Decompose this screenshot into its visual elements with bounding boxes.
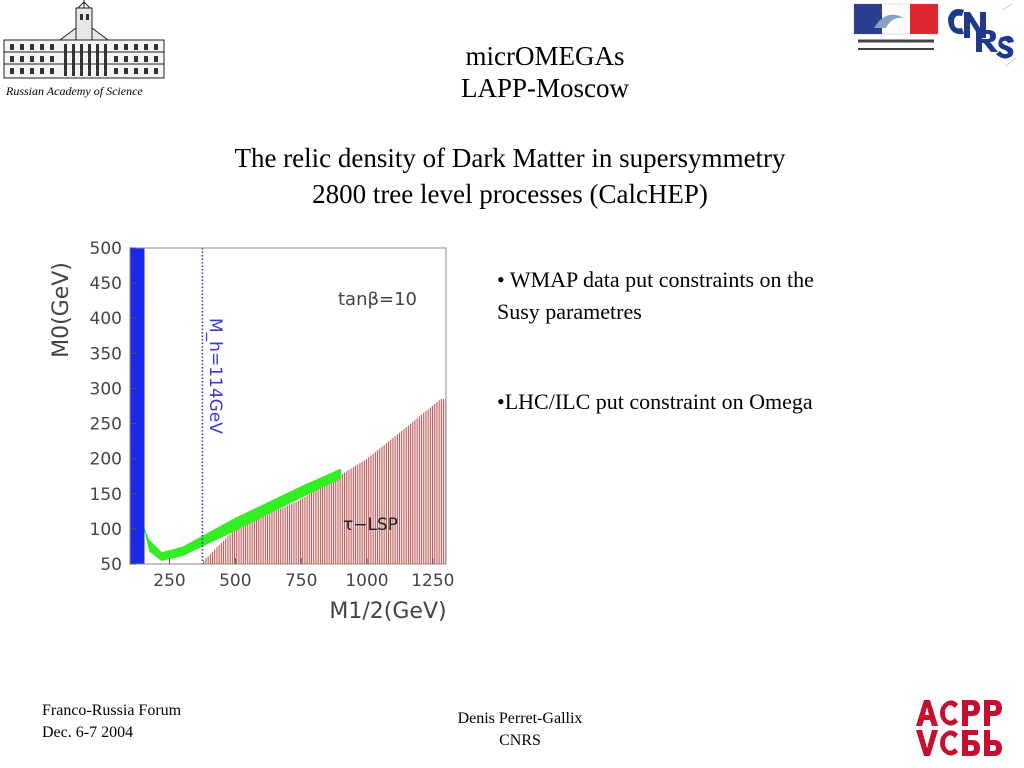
x-tick-label: 1250 — [411, 571, 454, 591]
cnrs-republique-logo — [853, 3, 1017, 67]
wmap-allowed-band — [143, 468, 342, 562]
acpp-logo — [916, 700, 1002, 756]
y-tick-label: 500 — [90, 240, 122, 259]
higgs-limit-label: M_h=114GeV — [205, 318, 225, 434]
tanbeta-annotation: tanβ=10 — [338, 289, 417, 310]
y-axis-label: M0(GeV) — [49, 262, 74, 358]
ras-caption: Russian Academy of Science — [6, 84, 143, 98]
excluded-region-bar — [130, 248, 145, 564]
title-line-lapp-moscow: LAPP-Moscow — [460, 73, 629, 103]
x-tick-label: 750 — [285, 571, 317, 591]
x-tick-label: 1000 — [345, 571, 388, 591]
subtitle-line-relic-density: The relic density of Dark Matter in supe… — [234, 143, 786, 173]
plot-area — [130, 248, 446, 564]
title-line-micromegas: micrOMEGAs — [465, 41, 625, 71]
y-tick-label: 50 — [100, 555, 122, 575]
y-tick-label: 450 — [90, 274, 122, 294]
y-tick-label: 250 — [90, 415, 122, 435]
y-tick-label: 150 — [90, 485, 122, 505]
footer-author-block: Denis Perret-Gallix CNRS — [420, 708, 620, 752]
y-tick-label: 350 — [90, 344, 122, 364]
footer-org: CNRS — [499, 732, 541, 749]
relic-density-chart: 250 500 750 1000 1250 50 100 150 200 250 300 350 400… — [49, 240, 454, 624]
x-tick-label: 500 — [219, 571, 251, 591]
bullet-lhc-ilc: •LHC/ILC put constraint on Omega — [497, 386, 927, 418]
stau-lsp-region — [203, 398, 446, 564]
footer-author: Denis Perret-Gallix — [457, 710, 583, 727]
bullet-wmap: • WMAP data put constraints on the Susy … — [497, 264, 927, 328]
russian-academy-building-logo — [3, 0, 165, 79]
bullet-wmap-line2: Susy parametres — [497, 299, 642, 324]
bullet-lhc-ilc-line1: •LHC/ILC put constraint on Omega — [497, 389, 813, 414]
footer-date: Dec. 6-7 2004 — [42, 724, 134, 741]
footer-event: Franco-Russia Forum Dec. 6-7 2004 — [42, 700, 181, 744]
y-tick-label: 300 — [90, 379, 122, 399]
y-tick-label: 100 — [90, 520, 122, 540]
slide-subtitle: The relic density of Dark Matter in supe… — [130, 140, 890, 212]
x-axis-label: M1/2(GeV) — [329, 599, 446, 624]
y-tick-label: 400 — [90, 309, 122, 329]
plot-frame — [129, 247, 447, 565]
bullet-wmap-line1: • WMAP data put constraints on the — [497, 267, 814, 292]
footer-forum: Franco-Russia Forum — [42, 702, 182, 719]
subtitle-line-processes: 2800 tree level processes (CalcHEP) — [312, 179, 708, 209]
x-tick-label: 250 — [153, 571, 185, 591]
slide-title: micrOMEGAs LAPP-Moscow — [240, 40, 850, 104]
bullet-list: • WMAP data put constraints on the Susy … — [497, 264, 927, 418]
y-tick-label: 200 — [90, 450, 122, 470]
stau-lsp-label: τ−LSP — [343, 515, 398, 535]
